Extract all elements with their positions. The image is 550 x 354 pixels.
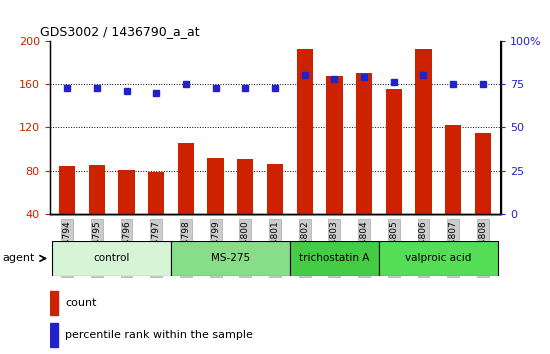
Bar [386,90,402,258]
Bar [178,143,194,258]
Bar [207,158,224,258]
Text: GSM234806: GSM234806 [419,221,428,275]
Text: GSM234796: GSM234796 [122,221,131,275]
Text: count: count [65,298,97,308]
Bar [356,73,372,258]
Bar [415,50,432,258]
Bar [379,241,498,276]
Text: GSM234807: GSM234807 [449,221,458,275]
Bar [475,133,491,258]
Bar [296,50,313,258]
Bar [237,159,254,258]
Bar [290,241,379,276]
Text: trichostatin A: trichostatin A [299,253,370,263]
Text: control: control [94,253,130,263]
Text: MS-275: MS-275 [211,253,250,263]
Text: GSM234802: GSM234802 [300,221,309,275]
Bar [59,166,75,258]
Text: GSM234797: GSM234797 [152,221,161,275]
Text: GSM234798: GSM234798 [182,221,190,275]
Text: GSM234805: GSM234805 [389,221,398,275]
Text: GDS3002 / 1436790_a_at: GDS3002 / 1436790_a_at [41,25,200,38]
Text: valproic acid: valproic acid [405,253,471,263]
Bar [50,323,58,347]
Bar [52,241,171,276]
Text: GSM234808: GSM234808 [478,221,487,275]
Text: GSM234800: GSM234800 [241,221,250,275]
Text: GSM234801: GSM234801 [271,221,279,275]
Text: agent: agent [3,253,35,263]
Text: GSM234803: GSM234803 [330,221,339,275]
Text: GSM234804: GSM234804 [360,221,368,275]
Bar [118,170,135,258]
Text: percentile rank within the sample: percentile rank within the sample [65,330,253,340]
Bar [89,165,105,258]
Text: GSM234799: GSM234799 [211,221,220,275]
Bar [267,164,283,258]
Text: GSM234795: GSM234795 [92,221,101,275]
Bar [171,241,290,276]
Bar [445,125,461,258]
Bar [326,76,343,258]
Bar [50,291,58,315]
Bar [148,172,164,258]
Text: GSM234794: GSM234794 [63,221,72,275]
